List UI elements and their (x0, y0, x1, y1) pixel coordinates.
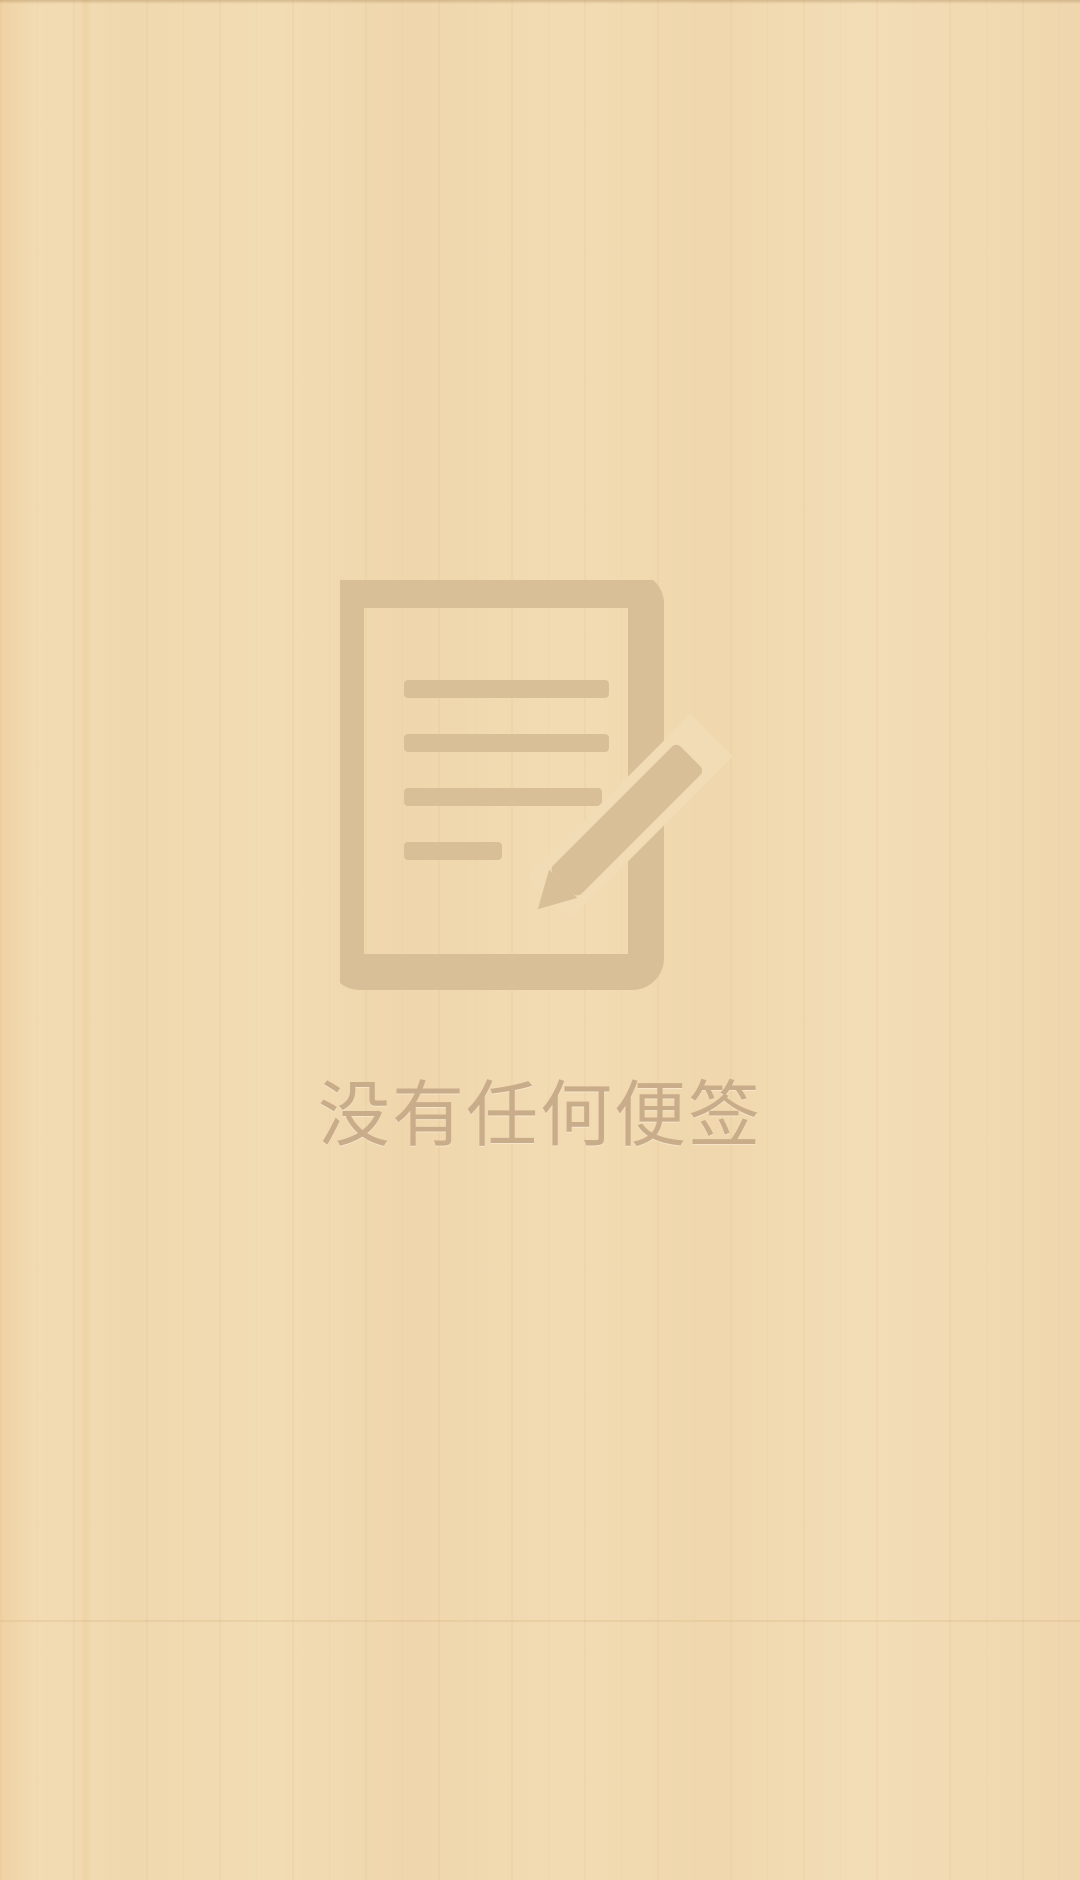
top-shadow (0, 0, 1080, 4)
plank-seam (0, 1620, 1080, 1622)
note-edit-icon (340, 580, 733, 990)
empty-state: 没有任何便签 (0, 580, 1080, 1160)
empty-message: 没有任何便签 (317, 1073, 762, 1157)
